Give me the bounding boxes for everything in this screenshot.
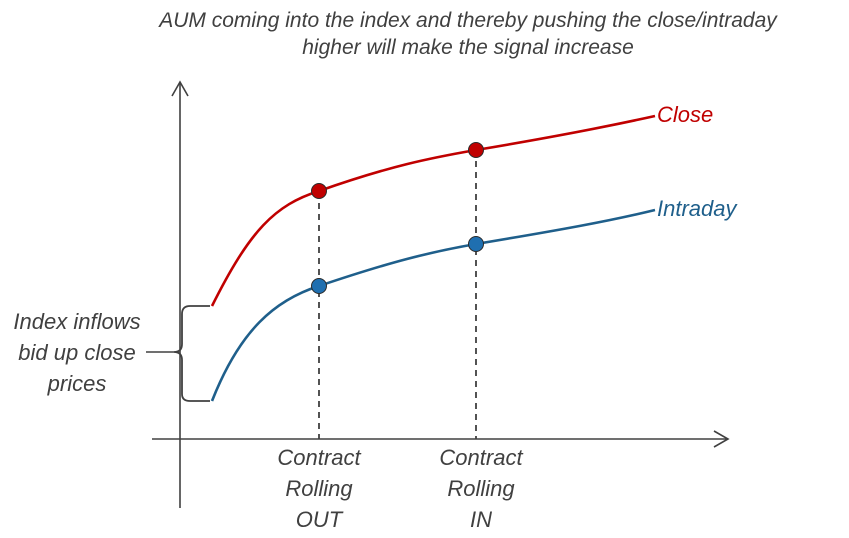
close-series-line: [210, 114, 656, 307]
in-label-line-3: IN: [470, 507, 492, 532]
out-label-line-1: Contract: [277, 445, 361, 470]
intraday-series-line: [210, 208, 656, 402]
in-label-line-1: Contract: [439, 445, 523, 470]
title-line-2: higher will make the signal increase: [302, 36, 634, 59]
contract-rolling-in-label: Contract Rolling IN: [439, 445, 523, 532]
brace-annotation: Index inflows bid up close prices: [13, 309, 140, 396]
out-label-line-3: OUT: [296, 507, 344, 532]
contract-rolling-out-label: Contract Rolling OUT: [277, 445, 361, 532]
brace-annotation-line-2: bid up close: [18, 340, 135, 365]
title-line-1: AUM coming into the index and thereby pu…: [157, 9, 778, 32]
close-in-point: [468, 142, 484, 158]
out-label-line-2: Rolling: [285, 476, 353, 501]
brace-annotation-line-3: prices: [47, 371, 107, 396]
x-axis-arrowhead: [713, 430, 730, 448]
close-series-label: Close: [657, 102, 713, 127]
intraday-in-point: [468, 236, 484, 252]
close-out-point: [311, 183, 327, 199]
intraday-out-point: [311, 278, 327, 294]
in-label-line-2: Rolling: [447, 476, 515, 501]
brace-annotation-line-1: Index inflows: [13, 309, 140, 334]
y-axis-arrowhead: [171, 80, 189, 97]
intraday-series-label: Intraday: [657, 196, 738, 221]
axes: [152, 80, 730, 508]
